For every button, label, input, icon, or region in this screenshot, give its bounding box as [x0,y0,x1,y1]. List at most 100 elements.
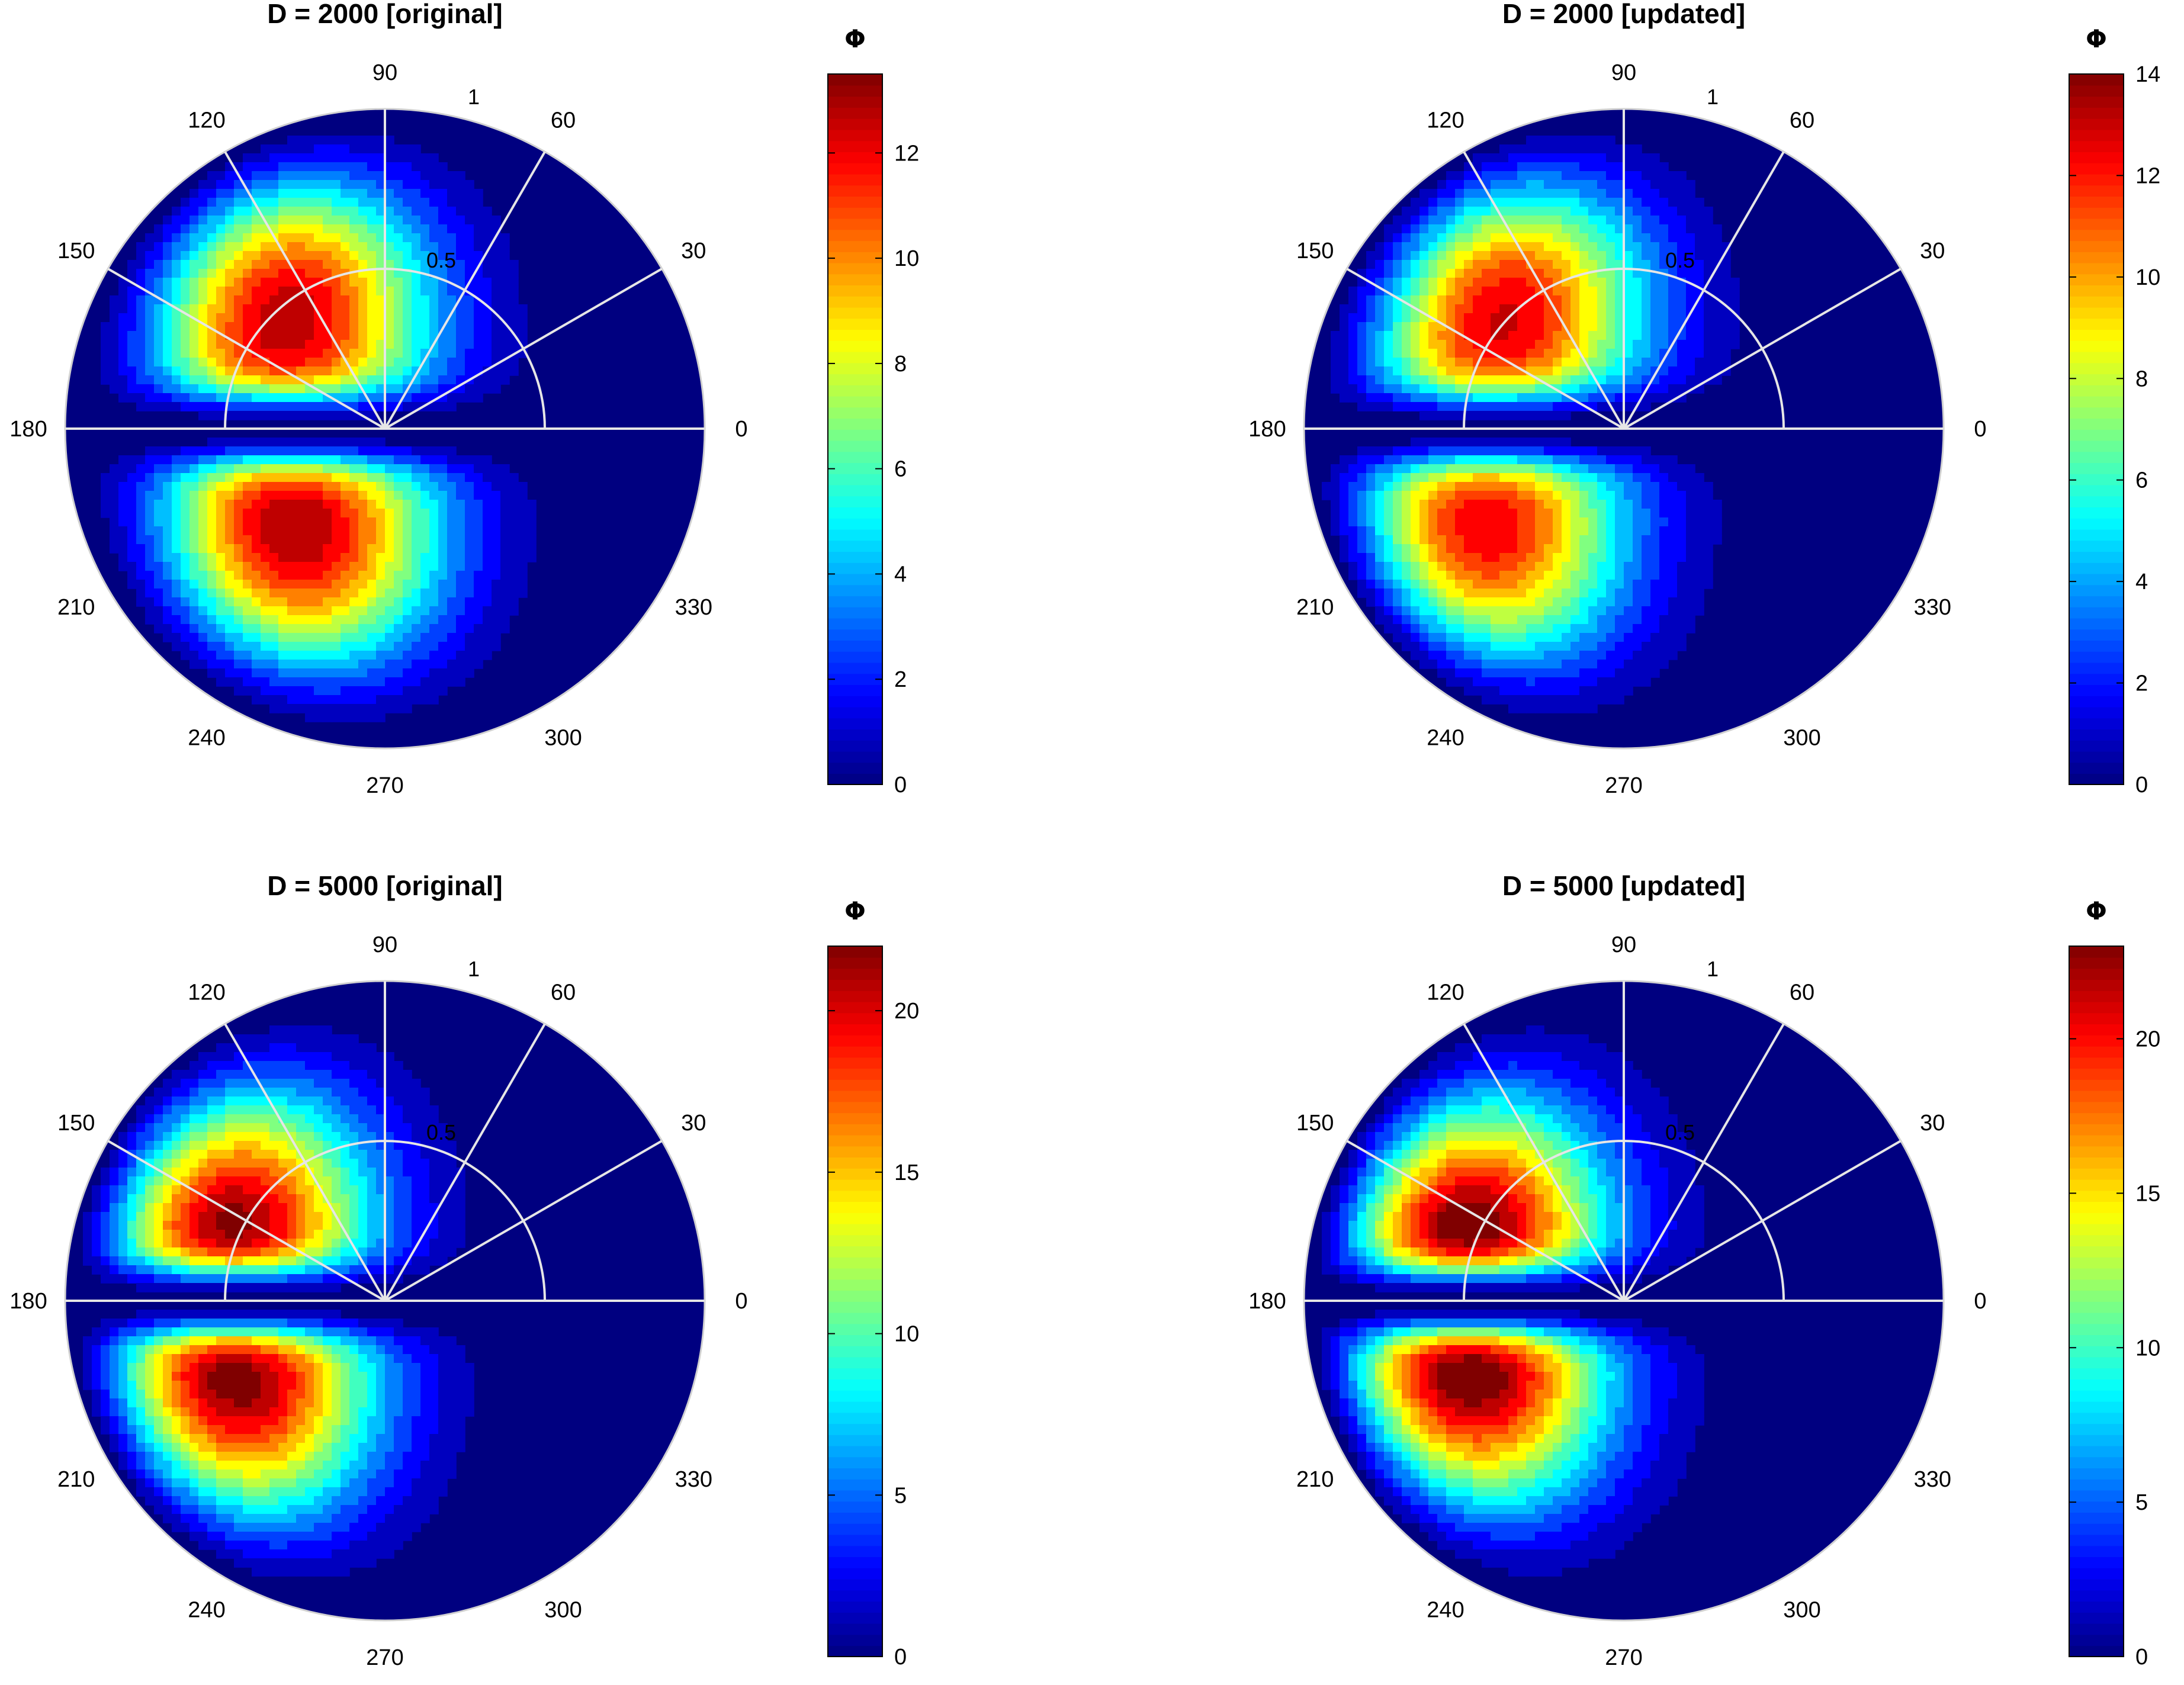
angle-tick-label: 210 [57,1467,95,1492]
colorbar-tick-label: 6 [894,457,907,482]
angle-tick-label: 330 [1914,595,1951,620]
colorbar-tick-label: 12 [894,141,919,166]
angle-tick-label: 240 [188,725,225,750]
colorbar: 0 5 10 15 20 Φ [2069,896,2160,1670]
colorbar-tick-label: 4 [2135,570,2148,594]
colorbar-tick-label: 0 [894,773,907,798]
colorbar-tick-label: 0 [2135,1645,2148,1670]
angle-tick-label: 270 [1605,773,1642,798]
radial-ring-0.5 [224,1140,546,1301]
colorbar-tick-label: 10 [894,1322,919,1347]
angle-tick-label: 30 [1920,239,1945,263]
colorbar-tick-label: 20 [2135,1027,2160,1052]
panel-title: D = 2000 [original] [267,0,503,29]
angle-tick-label: 0 [1974,417,1986,442]
colorbar-tick-label: 0 [894,1645,907,1670]
panel-title: D = 5000 [original] [267,870,503,901]
angle-tick-label: 150 [57,239,95,263]
angle-tick-label: 300 [544,725,582,750]
colorbar-tick-label: 0 [2135,773,2148,798]
angle-tick-label: 90 [372,932,397,957]
colorbar-tick-label: 15 [894,1160,919,1185]
colorbar-tick-label: 15 [2135,1181,2160,1206]
colorbar: 0 2 4 6 8 10 12 Φ [827,24,919,798]
angle-tick-label: 90 [1611,60,1636,85]
panel-title: D = 2000 [updated] [1502,0,1745,29]
colorbar-tick-label: 10 [2135,1336,2160,1361]
angle-tick-label: 330 [1914,1467,1951,1492]
angle-tick-label: 330 [675,1467,712,1492]
radial-tick-label: 1 [1707,85,1719,109]
angle-tick-label: 90 [372,60,397,85]
colorbar-tick-label: 14 [2135,62,2160,87]
angle-tick-label: 60 [1790,980,1814,1005]
angle-tick-label: 60 [551,108,576,133]
angle-tick-label: 240 [1427,725,1464,750]
angle-tick-label: 150 [1296,1111,1334,1136]
angle-tick-label: 240 [1427,1597,1464,1622]
colorbar-tick-label: 2 [894,667,907,692]
colorbar-label: Φ [844,896,866,925]
colorbar-label: Φ [2086,896,2107,925]
angle-tick-label: 120 [188,108,225,133]
angle-tick-label: 300 [544,1597,582,1622]
radial-tick-label: 0.5 [426,248,456,272]
colorbar-tick-label: 10 [894,246,919,271]
angle-tick-label: 210 [57,595,95,620]
radial-ring-0.5 [1463,1140,1785,1301]
angle-tick-label: 120 [1427,108,1464,133]
angle-tick-label: 30 [1920,1111,1945,1136]
angle-tick-label: 90 [1611,932,1636,957]
radial-tick-label: 0.5 [1665,248,1695,272]
angle-tick-label: 300 [1783,1597,1820,1622]
colorbar-tick-label: 2 [2135,671,2148,696]
colorbar-label: Φ [844,24,866,53]
angle-tick-label: 300 [1783,725,1820,750]
angle-tick-label: 0 [1974,1289,1986,1314]
colorbar: 0 2 4 6 8 10 12 14 Φ [2069,24,2160,798]
radial-tick-label: 0.5 [1665,1120,1695,1144]
colorbar: 0 5 10 15 20 Φ [827,896,919,1670]
angle-tick-label: 240 [188,1597,225,1622]
radial-tick-label: 1 [1707,957,1719,981]
angle-tick-label: 0 [735,417,747,442]
radial-ring-0.5 [1463,268,1785,429]
angle-tick-label: 270 [1605,1645,1642,1670]
angle-tick-label: 270 [366,1645,403,1670]
angle-tick-label: 180 [9,1289,47,1314]
colorbar-tick-label: 5 [2135,1490,2148,1515]
colorbar-tick-label: 10 [2135,265,2160,290]
radial-ring-0.5 [224,268,546,429]
colorbar-tick-label: 12 [2135,163,2160,188]
panel-title: D = 5000 [updated] [1502,870,1745,901]
angle-tick-label: 0 [735,1289,747,1314]
colorbar-tick-label: 8 [2135,366,2148,391]
colorbar-tick-label: 6 [2135,468,2148,493]
angle-tick-label: 150 [57,1111,95,1136]
contour-fill [1304,981,1944,1620]
angle-tick-label: 120 [188,980,225,1005]
colorbar-tick-label: 4 [894,562,907,587]
angle-tick-label: 270 [366,773,403,798]
angle-tick-label: 30 [681,239,706,263]
contour-fill [65,109,705,748]
colorbar-tick-label: 20 [894,999,919,1024]
angle-tick-label: 330 [675,595,712,620]
angle-tick-label: 150 [1296,239,1334,263]
colorbar-label: Φ [2086,24,2107,53]
angle-tick-label: 60 [551,980,576,1005]
angle-tick-label: 120 [1427,980,1464,1005]
angle-tick-label: 180 [9,417,47,442]
angle-tick-label: 210 [1296,1467,1334,1492]
angle-tick-label: 180 [1248,417,1286,442]
angle-tick-label: 30 [681,1111,706,1136]
colorbar-tick-label: 5 [894,1483,907,1508]
angle-tick-label: 180 [1248,1289,1286,1314]
radial-tick-label: 0.5 [426,1120,456,1144]
colorbar-tick-label: 8 [894,352,907,377]
